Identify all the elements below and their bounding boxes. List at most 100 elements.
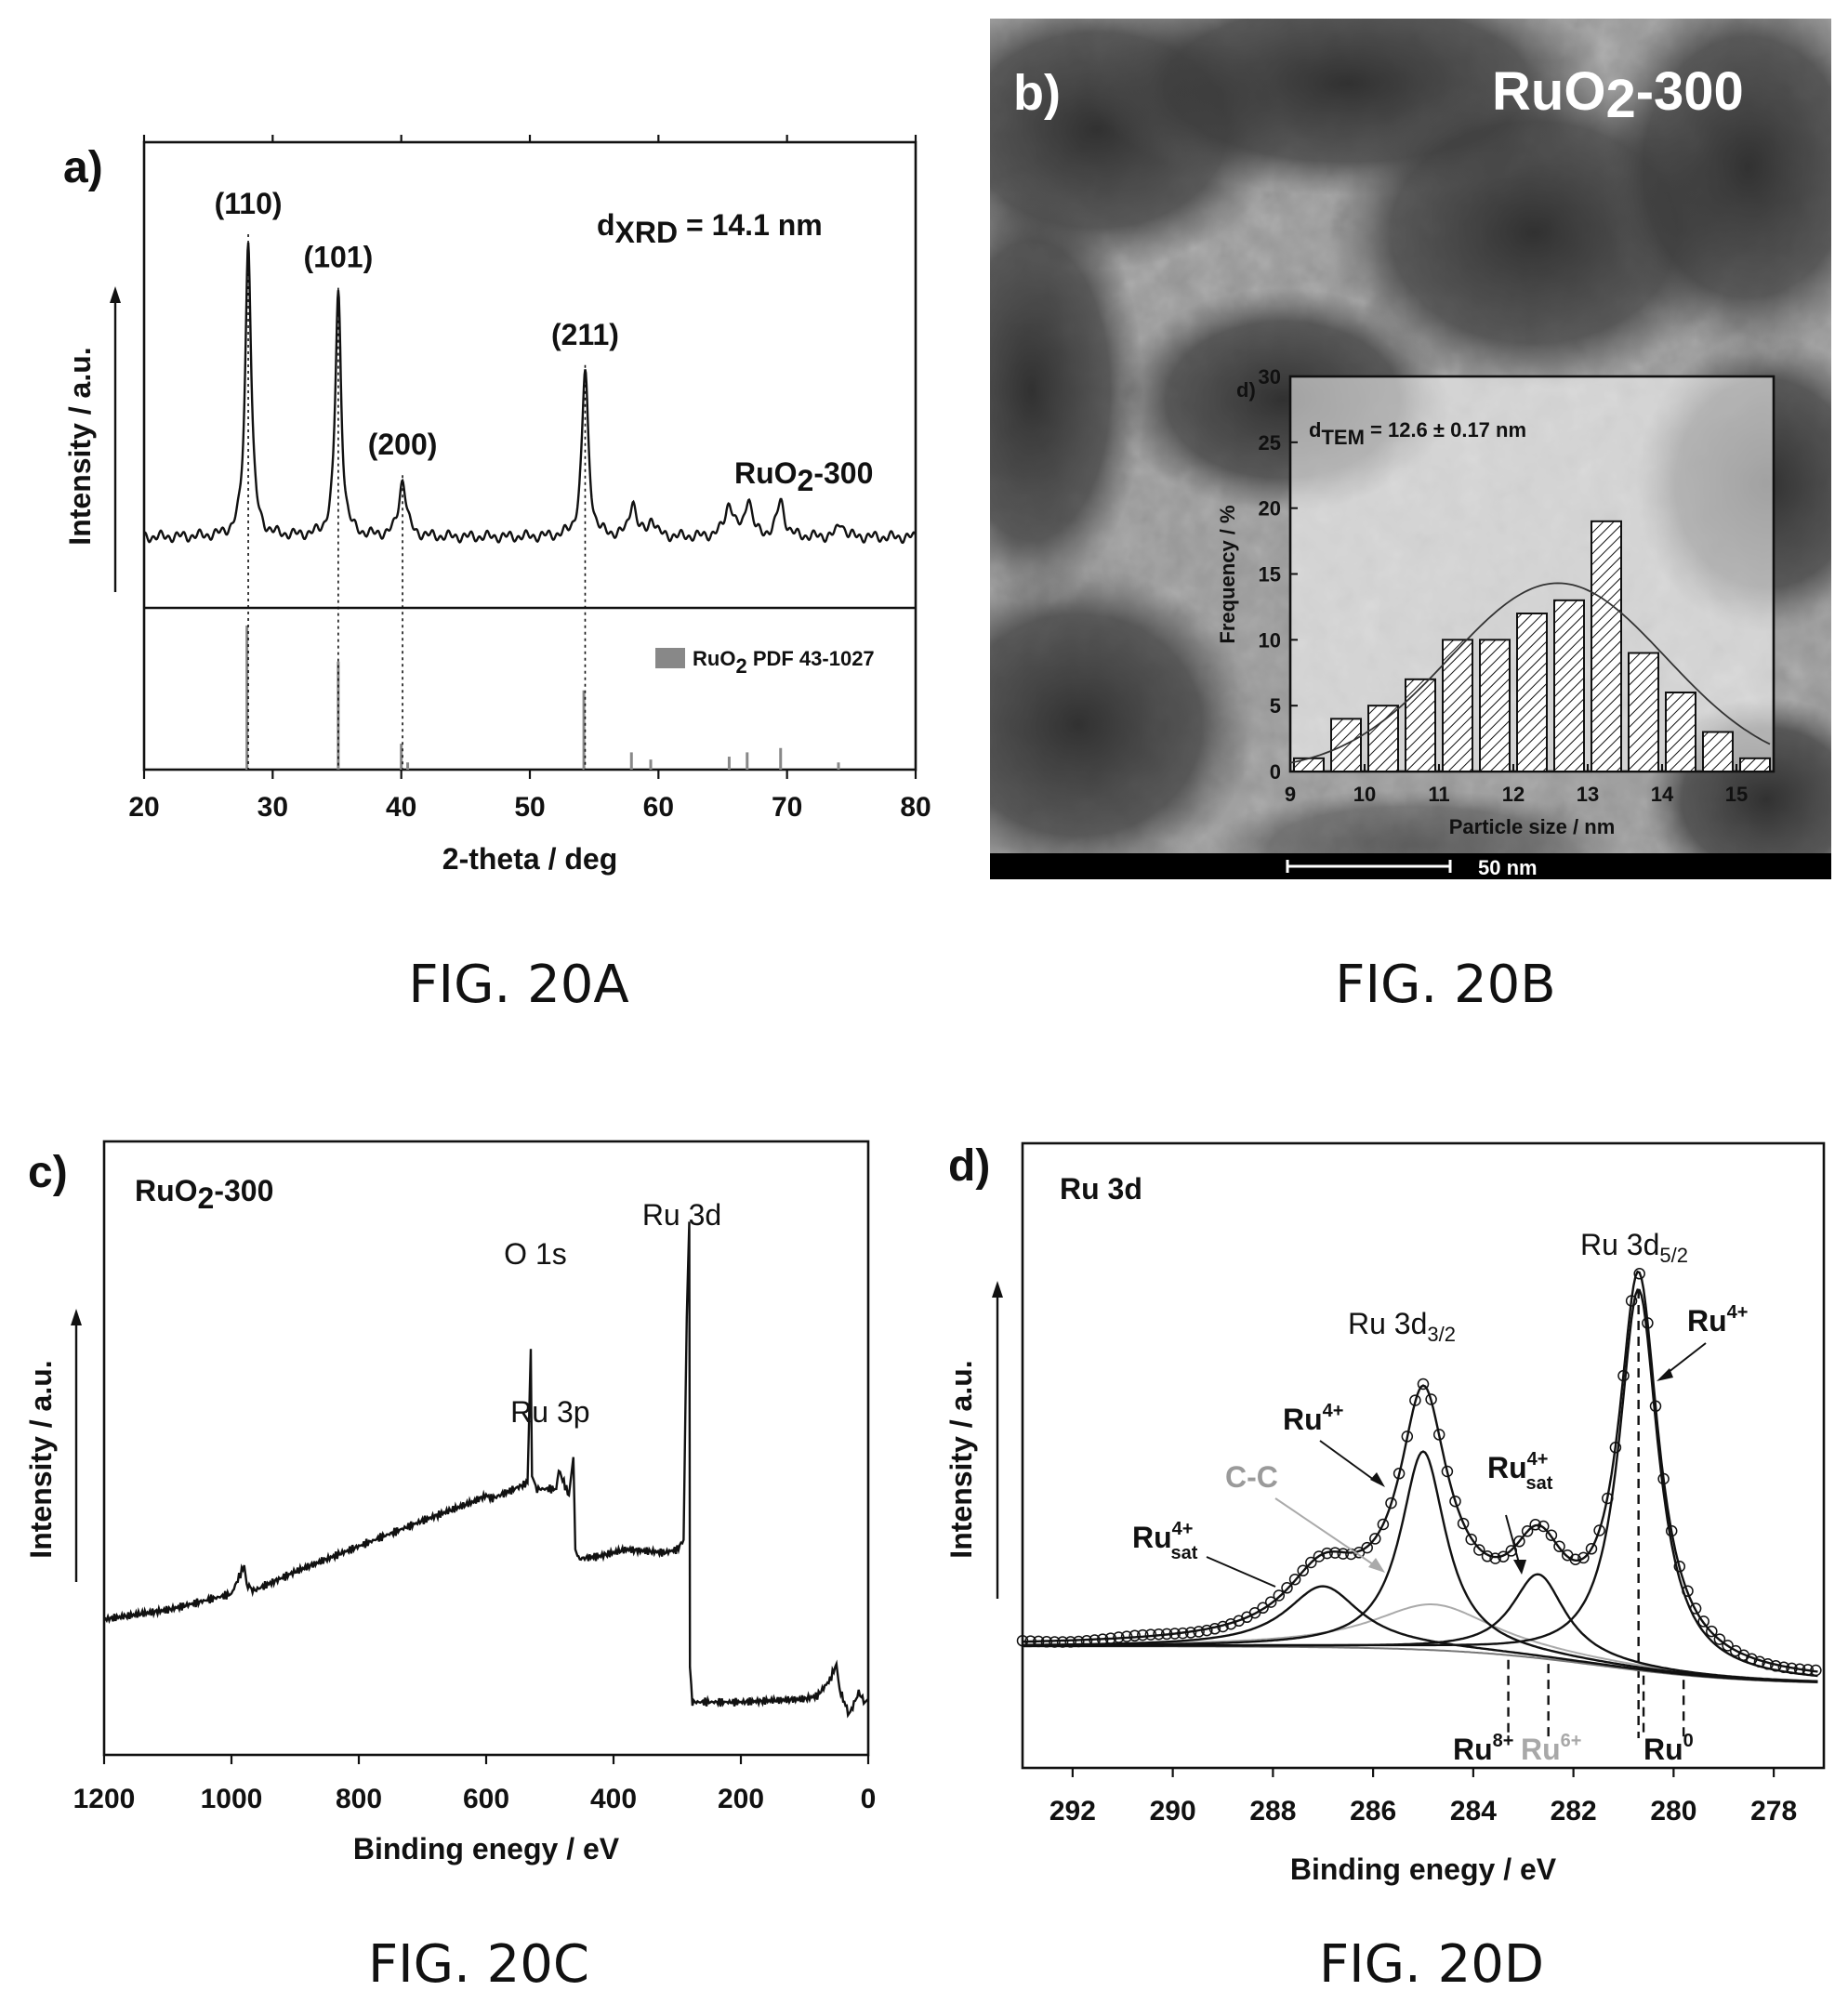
ru6-label: Ru6+	[1521, 1731, 1581, 1766]
histogram-y-tick-label: 10	[1259, 628, 1281, 652]
ru3d-data-point	[1184, 1627, 1197, 1639]
ru3d-data-point	[1168, 1628, 1181, 1640]
tem-sample-label: RuO2-300	[1492, 61, 1744, 129]
ru3d-data-point	[1770, 1660, 1782, 1672]
ru3d-data-point	[1377, 1518, 1390, 1531]
ru3d-data-point	[1665, 1524, 1678, 1537]
ru3d-data-point	[1160, 1628, 1173, 1641]
ru4-label-5/2: Ru4+	[1687, 1302, 1748, 1338]
histogram-bars	[1293, 520, 1771, 773]
ru3d-y-axis-label: Intensity / a.u.	[944, 1360, 978, 1558]
ru4-label-3/2: Ru4+	[1283, 1401, 1343, 1436]
ru3d-data-point	[1337, 1548, 1350, 1560]
survey-spectrum-curve	[103, 1221, 869, 1719]
survey-x-tick-label: 1200	[73, 1784, 136, 1814]
histogram-bar	[1479, 639, 1511, 772]
panel-d-label: d)	[948, 1141, 990, 1191]
histogram-y-tick-label: 5	[1270, 694, 1281, 718]
ru3d-data-point	[1585, 1543, 1598, 1555]
ru3d-data-point	[1273, 1589, 1286, 1602]
ru3d-data-point	[1602, 1492, 1614, 1505]
survey-x-tick-label: 0	[861, 1784, 877, 1814]
ru3d-data-point	[1208, 1623, 1221, 1635]
ru3d-data-point	[1553, 1540, 1565, 1552]
xrd-peak-label: (200)	[368, 428, 438, 461]
ru3d-data-point	[1642, 1317, 1654, 1329]
ru3d-data-point	[1177, 1627, 1189, 1640]
ru3d-data-point	[1049, 1636, 1061, 1648]
xrd-peak-labels: (110) (101) (200) (211)	[215, 187, 619, 461]
inset-panel-label: d)	[1236, 378, 1256, 402]
ru3d-data-point	[1113, 1631, 1125, 1643]
histogram-ticks: 9 10 11 12 13 14 15 0 5 10 15 20 25 30	[1259, 365, 1749, 806]
fig-20a-caption: FIG. 20A	[408, 955, 628, 1015]
ru3d-x-tick-label: 284	[1450, 1796, 1497, 1826]
xrd-x-axis-label: 2-theta / deg	[442, 842, 617, 876]
ru3d-x-tick-label: 290	[1150, 1796, 1196, 1826]
ru0-label: Ru0	[1643, 1731, 1694, 1766]
xrd-peak-label: (211)	[551, 318, 619, 351]
histogram-fit-curve	[1289, 582, 1771, 764]
cc-label: C-C	[1225, 1460, 1278, 1494]
xrd-y-arrow-head	[110, 286, 121, 303]
histogram-y-tick-label: 20	[1259, 497, 1281, 521]
panel-c-label: c)	[28, 1148, 68, 1197]
histogram-bar	[1442, 639, 1473, 772]
ru3d-data-point	[1201, 1624, 1213, 1637]
ru4-sat-high-curve	[1023, 1585, 1818, 1683]
xrd-peak-label: (110)	[215, 187, 283, 220]
xrd-peak-label: (101)	[304, 241, 374, 274]
ru3d-data-point	[1153, 1628, 1165, 1641]
ru3d-data-point	[1417, 1378, 1430, 1391]
tem-panel: 50 nm b) RuO2-300 9 10 11 12 13 14 15 0 5 10 15 20 2…	[990, 19, 1831, 1015]
histogram-x-tick-label: 13	[1577, 783, 1599, 806]
histogram-bar	[1739, 757, 1771, 772]
ru3d-data-point	[1024, 1635, 1036, 1647]
survey-plot-frame	[102, 1140, 870, 1757]
ru3d-data-point	[1313, 1550, 1326, 1562]
survey-y-arrow-head	[71, 1309, 82, 1325]
ru3d-data-point	[1569, 1553, 1582, 1565]
ru3d-data-point	[1409, 1394, 1421, 1406]
survey-peak-label: Ru 3d	[642, 1198, 721, 1232]
ru3d-data-point	[1722, 1640, 1734, 1652]
ru3d-x-tick-label: 292	[1049, 1796, 1096, 1826]
ru3d-data-point	[1064, 1636, 1076, 1648]
histogram-bar	[1591, 520, 1622, 772]
ru3d-data-point	[1193, 1626, 1205, 1638]
xrd-crystallite-size: dXRD = 14.1 nm	[597, 208, 823, 249]
ru4-sat-label-right: Ru4+ sat	[1487, 1449, 1553, 1494]
xrd-x-tick-label: 40	[386, 792, 416, 823]
ru3d-data-point	[1529, 1519, 1541, 1531]
ru3d-x-tick-label: 286	[1350, 1796, 1396, 1826]
fig-20c-caption: FIG. 20C	[368, 1934, 589, 1995]
ru3d-data-point	[1793, 1663, 1806, 1675]
ru3d-data-point	[1673, 1561, 1686, 1573]
histogram-bar	[1367, 705, 1399, 773]
ru3d-data-point	[1257, 1602, 1269, 1615]
ru3d-data-point	[1089, 1634, 1101, 1646]
histogram-bar	[1628, 652, 1659, 772]
ru3d-data-point	[1361, 1541, 1373, 1554]
ru3d-data-point	[1577, 1551, 1590, 1564]
ru3d-data-point	[1297, 1564, 1309, 1577]
ru3d-data-point	[1810, 1664, 1822, 1677]
ru3d-data-point	[1137, 1628, 1149, 1641]
ru4-sat-low-curve	[1023, 1573, 1818, 1683]
ru3d-data-point	[1457, 1517, 1470, 1530]
ru3d-data-point	[1432, 1429, 1445, 1441]
ru3d-data-point	[1080, 1635, 1093, 1647]
ru3d-data-point	[1016, 1634, 1029, 1647]
ru3d-data-point	[1073, 1635, 1085, 1648]
survey-x-tick-label: 200	[718, 1784, 764, 1814]
survey-peak-label: O 1s	[504, 1237, 567, 1271]
ru3d-data-point	[1538, 1520, 1550, 1533]
ru3d-data-point	[1305, 1556, 1317, 1569]
ru3d-data-point	[1746, 1653, 1758, 1665]
ru3d-data-point	[1802, 1664, 1815, 1676]
histogram-bar	[1330, 718, 1362, 772]
xrd-x-tick-label: 60	[643, 792, 674, 823]
histogram-x-axis-label: Particle size / nm	[1449, 815, 1616, 838]
